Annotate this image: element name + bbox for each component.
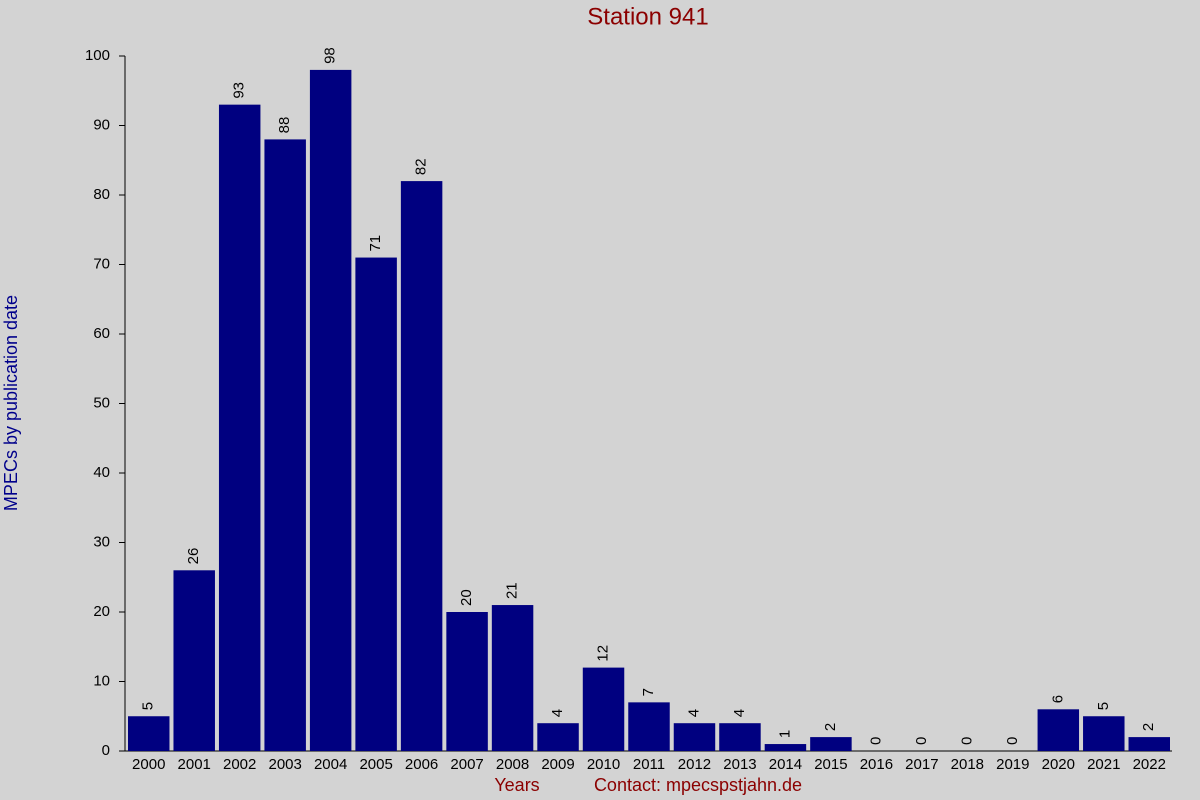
y-tick-label: 60 <box>93 325 110 342</box>
value-label: 20 <box>458 589 475 606</box>
x-tick-label: 2013 <box>723 756 756 773</box>
bar <box>1083 716 1125 751</box>
y-tick-label: 10 <box>93 672 110 689</box>
value-label: 98 <box>322 47 339 64</box>
value-label: 88 <box>276 117 293 134</box>
x-tick-label: 2005 <box>359 756 392 773</box>
x-tick-label: 2020 <box>1042 756 1075 773</box>
y-tick-label: 40 <box>93 464 110 481</box>
bar <box>355 257 397 751</box>
y-tick-label: 20 <box>93 603 110 620</box>
value-label: 26 <box>185 548 202 565</box>
y-tick-label: 30 <box>93 533 110 550</box>
value-label: 2 <box>1140 723 1157 731</box>
value-label: 4 <box>549 709 566 717</box>
value-label: 7 <box>640 688 657 696</box>
value-label: 4 <box>731 709 748 717</box>
value-label: 71 <box>367 235 384 252</box>
footer: Contact: mpecspstjahn.de <box>594 775 802 795</box>
x-tick-label: 2004 <box>314 756 347 773</box>
x-tick-label: 2002 <box>223 756 256 773</box>
value-label: 0 <box>867 737 884 745</box>
x-tick-label: 2008 <box>496 756 529 773</box>
x-tick-label: 2014 <box>769 756 802 773</box>
bar <box>446 612 488 751</box>
bar <box>173 570 215 751</box>
bar <box>810 737 852 751</box>
bar <box>400 181 443 752</box>
value-label: 4 <box>685 709 702 717</box>
value-label: 5 <box>140 702 157 710</box>
bar <box>1128 737 1170 751</box>
bar <box>309 69 352 751</box>
bar <box>764 744 807 751</box>
x-tick-label: 2000 <box>132 756 165 773</box>
x-tick-label: 2011 <box>633 756 665 773</box>
x-tick-label: 2007 <box>450 756 483 773</box>
x-tick-label: 2017 <box>905 756 938 773</box>
value-label: 0 <box>1004 737 1021 745</box>
value-label: 82 <box>413 158 430 175</box>
bar <box>1037 709 1080 751</box>
bar <box>673 723 716 751</box>
bar <box>128 716 170 751</box>
value-label: 93 <box>231 82 248 99</box>
x-tick-label: 2019 <box>996 756 1029 773</box>
y-tick-label: 50 <box>93 394 110 411</box>
chart-title: Station 941 <box>587 3 708 30</box>
x-tick-label: 2021 <box>1087 756 1120 773</box>
x-tick-label: 2009 <box>541 756 574 773</box>
bar <box>719 723 761 751</box>
x-tick-label: 2001 <box>178 756 211 773</box>
x-tick-label: 2022 <box>1133 756 1166 773</box>
bar <box>582 667 625 751</box>
bar <box>537 723 579 751</box>
value-label: 0 <box>958 737 975 745</box>
value-label: 6 <box>1049 695 1066 703</box>
x-tick-label: 2010 <box>587 756 620 773</box>
y-tick-label: 90 <box>93 116 110 133</box>
y-tick-label: 80 <box>93 186 110 203</box>
value-label: 12 <box>594 645 611 662</box>
bar <box>491 605 534 751</box>
y-tick-label: 0 <box>102 742 110 759</box>
x-tick-label: 2015 <box>814 756 847 773</box>
x-tick-label: 2018 <box>951 756 984 773</box>
x-tick-label: 2016 <box>860 756 893 773</box>
y-tick-label: 100 <box>85 47 110 64</box>
bar <box>628 702 670 751</box>
value-label: 0 <box>913 737 930 745</box>
value-label: 21 <box>504 582 521 599</box>
value-label: 5 <box>1095 702 1112 710</box>
y-axis-label: MPECs by publication date <box>1 295 21 511</box>
value-label: 1 <box>776 730 793 738</box>
y-tick-label: 70 <box>93 255 110 272</box>
bar <box>218 104 261 751</box>
bar <box>264 139 306 751</box>
value-label: 2 <box>822 723 839 731</box>
x-tick-label: 2006 <box>405 756 438 773</box>
x-tick-label: 2012 <box>678 756 711 773</box>
x-axis-label: Years <box>494 775 539 795</box>
x-tick-label: 2003 <box>268 756 301 773</box>
